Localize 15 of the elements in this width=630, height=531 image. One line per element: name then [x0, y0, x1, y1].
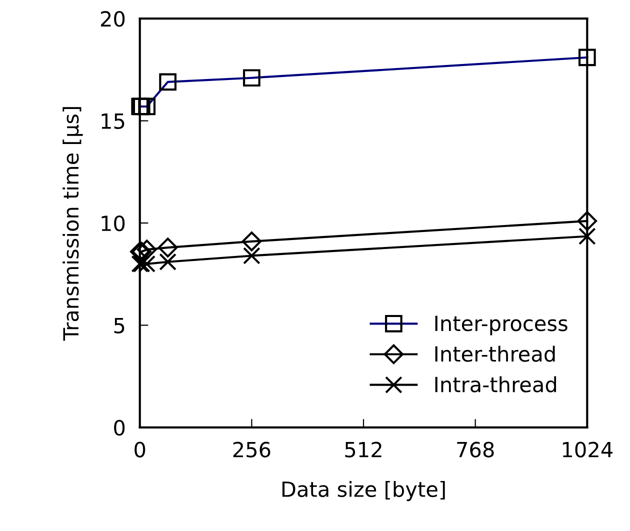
y-tick-label: 5 [114, 318, 124, 334]
y-tick-label: 0 [114, 420, 125, 436]
x-axis-title: Data size [byte] [282, 480, 445, 502]
y-tick-label: 10 [102, 215, 125, 232]
y-tick-label: 20 [100, 11, 125, 27]
legend-label: Inter-process [435, 316, 568, 336]
x-tick-label: 256 [233, 442, 270, 458]
x-tick-label: 768 [457, 442, 494, 458]
legend-label: Inter-thread [435, 346, 555, 362]
y-axis-title: Transmission time [μs] [62, 107, 83, 341]
x-tick-label: 512 [345, 442, 382, 458]
legend-label: Intra-thread [435, 376, 556, 392]
x-tick-label: 0 [134, 442, 146, 458]
y-tick-label: 15 [102, 114, 124, 130]
x-tick-label: 1024 [562, 442, 612, 458]
